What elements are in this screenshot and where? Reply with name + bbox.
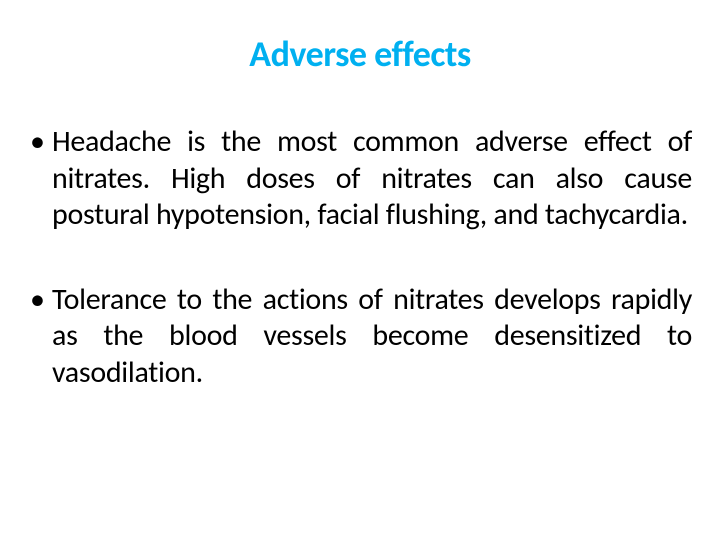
list-item: Tolerance to the actions of nitrates dev… <box>28 282 692 392</box>
bullet-list: Headache is the most common adverse effe… <box>28 124 692 392</box>
slide-title: Adverse effects <box>28 32 692 76</box>
list-item: Headache is the most common adverse effe… <box>28 124 692 234</box>
